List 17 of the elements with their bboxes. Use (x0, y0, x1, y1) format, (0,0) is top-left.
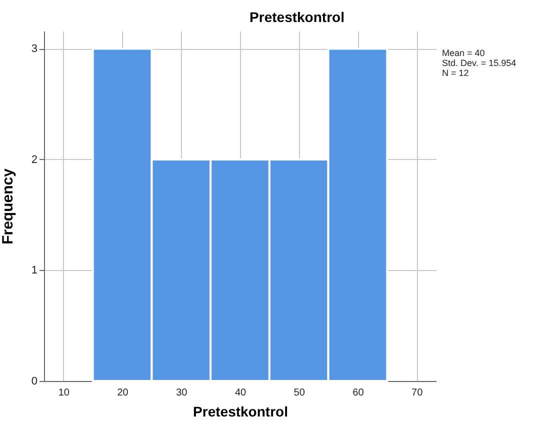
y-tick-label: 3 (31, 43, 38, 56)
x-tick-label: 30 (176, 388, 188, 398)
x-tick-label: 50 (294, 388, 306, 398)
y-axis-title: Frequency (0, 168, 16, 244)
text: Std. Dev. = 15.954 (442, 58, 516, 68)
x-tick-label: 70 (412, 388, 424, 398)
x-axis-title: Pretestkontrol (193, 404, 288, 420)
y-tick-label: 2 (31, 154, 38, 166)
text: Mean = 40 (442, 48, 485, 58)
text: N = 12 (442, 68, 469, 78)
chart-title: Pretestkontrol (250, 9, 344, 25)
x-tick-label: 20 (117, 388, 129, 398)
x-tick-label: 60 (352, 388, 364, 398)
x-tick-label: 40 (234, 388, 246, 398)
y-tick-label: 0 (31, 376, 38, 388)
y-tick-label: 1 (31, 264, 38, 277)
x-tick-label: 10 (58, 388, 70, 398)
